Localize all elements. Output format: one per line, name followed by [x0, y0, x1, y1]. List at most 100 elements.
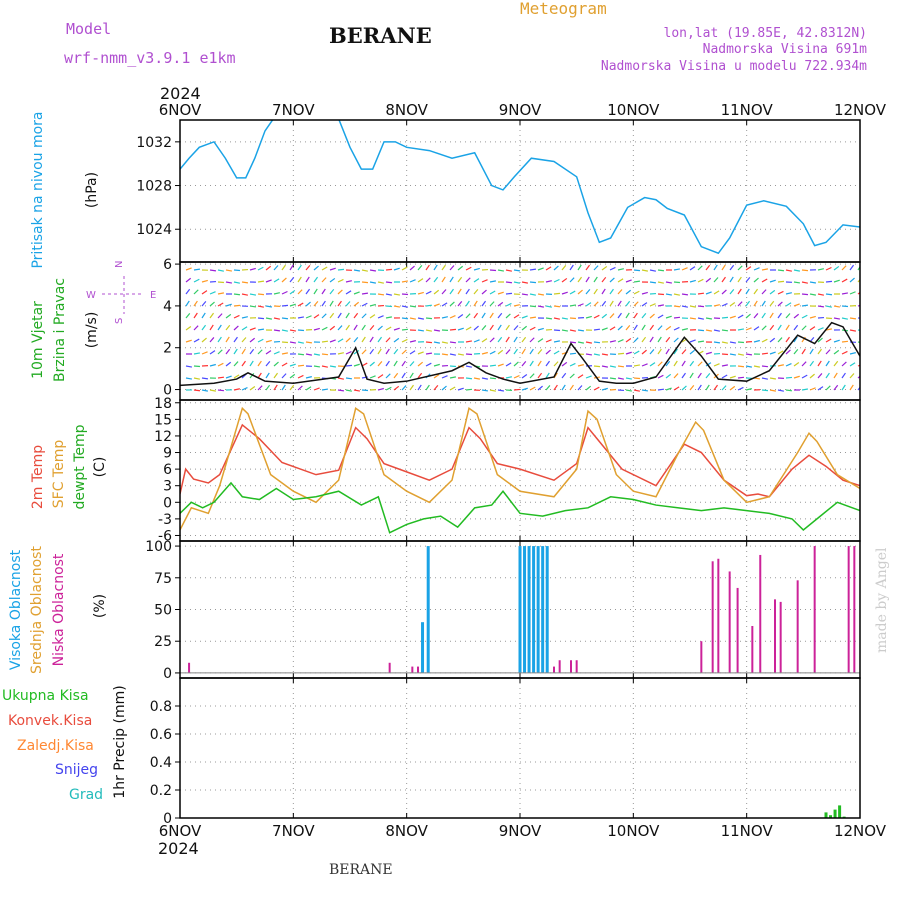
wind-barb: [201, 312, 206, 319]
wind-barb: [833, 279, 840, 283]
wind-barb: [345, 301, 351, 307]
wind-barb: [433, 289, 440, 295]
y-tick-label: 0.2: [150, 783, 172, 799]
wind-barb: [833, 317, 841, 320]
plot-area: [180, 406, 860, 534]
wind-barb: [225, 269, 233, 272]
wind-barb: [545, 339, 552, 343]
wind-barb: [225, 361, 232, 367]
wind-barb: [425, 290, 432, 295]
wind-barb: [601, 288, 606, 295]
wind-barb: [577, 289, 583, 295]
wind-barb: [817, 373, 823, 379]
wind-barb: [689, 305, 697, 308]
wind-barb: [321, 288, 326, 295]
wind-barb: [193, 325, 199, 331]
wind-barb: [857, 291, 860, 295]
wind-barb: [793, 375, 800, 379]
wind-barb: [537, 327, 544, 331]
bar: [847, 546, 850, 673]
wind-barb: [289, 341, 297, 344]
wind-barb: [473, 278, 480, 283]
wind-barb: [809, 293, 817, 296]
wind-barb: [761, 389, 769, 392]
wind-barb: [521, 360, 527, 367]
bar: [838, 805, 842, 818]
wind-barb: [713, 290, 720, 295]
wind-barb: [193, 278, 200, 283]
pressure-title: Pritisak na nivou mora: [30, 111, 46, 268]
wind-barb: [217, 362, 224, 367]
wind-barb: [329, 300, 334, 307]
wind-barb: [561, 372, 567, 379]
wind-barb: [289, 289, 296, 295]
wind-barb: [553, 317, 561, 320]
wind-barb: [281, 317, 289, 320]
wind-barb: [265, 265, 272, 271]
wind-barb: [185, 277, 192, 283]
bar: [736, 587, 739, 673]
y-tick-label: 0.6: [150, 727, 172, 743]
wind-barb: [249, 372, 255, 379]
wind-barb: [657, 314, 664, 319]
wind-barb: [257, 360, 262, 367]
wind-barb: [385, 337, 391, 343]
wind-barb: [745, 388, 752, 391]
wind-barb: [241, 360, 246, 367]
wind-barb: [809, 281, 817, 284]
wind-barb: [729, 276, 734, 283]
wind-barb: [737, 365, 745, 368]
time-tick-label: 9NOV: [499, 822, 542, 840]
wind-barb: [537, 372, 543, 379]
wind-barb: [425, 317, 433, 320]
wind-barb: [369, 375, 376, 379]
wind-barb: [377, 387, 384, 391]
wind-barb: [225, 336, 230, 343]
wind-barb: [721, 374, 728, 379]
wind-barb: [841, 350, 848, 355]
wind-barb: [257, 305, 264, 308]
wind-barb: [721, 276, 726, 283]
bar: [779, 601, 782, 673]
wind-barb: [617, 300, 622, 307]
wind-barb: [417, 372, 423, 379]
wind-barb: [817, 327, 824, 331]
wind-barb: [697, 372, 702, 379]
y-tick-label: 0: [163, 495, 172, 511]
wind-barb: [657, 348, 662, 355]
wind-barb: [505, 349, 511, 355]
wind-barb: [569, 317, 577, 320]
wind-barb: [777, 280, 785, 283]
wind-barb: [273, 292, 280, 295]
wind-barb: [377, 374, 384, 379]
wind-barb: [561, 317, 569, 320]
wind-barb: [633, 364, 641, 367]
bar: [411, 666, 414, 673]
wind-barb: [649, 303, 656, 307]
wind-barb: [833, 339, 840, 343]
wind-barb: [393, 372, 399, 379]
wind-barb: [377, 336, 383, 343]
wind-barb: [633, 389, 641, 392]
wind-barb: [737, 328, 745, 331]
wind-barb: [529, 316, 537, 319]
wind-barb: [449, 328, 457, 331]
wind-barb: [673, 360, 678, 367]
legend-freezing-rain: Zaledj.Kisa: [17, 738, 94, 754]
wind-barb: [657, 361, 663, 367]
wind-barb: [553, 384, 558, 391]
wind-barb: [625, 377, 633, 380]
wind-barb: [449, 353, 457, 356]
wind-barb: [305, 265, 311, 271]
wind-barb: [793, 313, 800, 319]
wind-barb: [489, 301, 495, 307]
wind-barb: [633, 312, 638, 319]
wind-barb: [369, 269, 377, 272]
temp-dewpt-label: dewpt Temp: [72, 424, 88, 509]
precip-legend: Ukupna Kisa Konvek.Kisa Zaledj.Kisa Snij…: [2, 688, 103, 803]
time-tick-label: 10NOV: [607, 822, 660, 840]
wind-barb: [761, 300, 766, 307]
wind-barb: [193, 268, 201, 271]
wind-barb: [361, 281, 369, 284]
bar: [518, 546, 522, 673]
